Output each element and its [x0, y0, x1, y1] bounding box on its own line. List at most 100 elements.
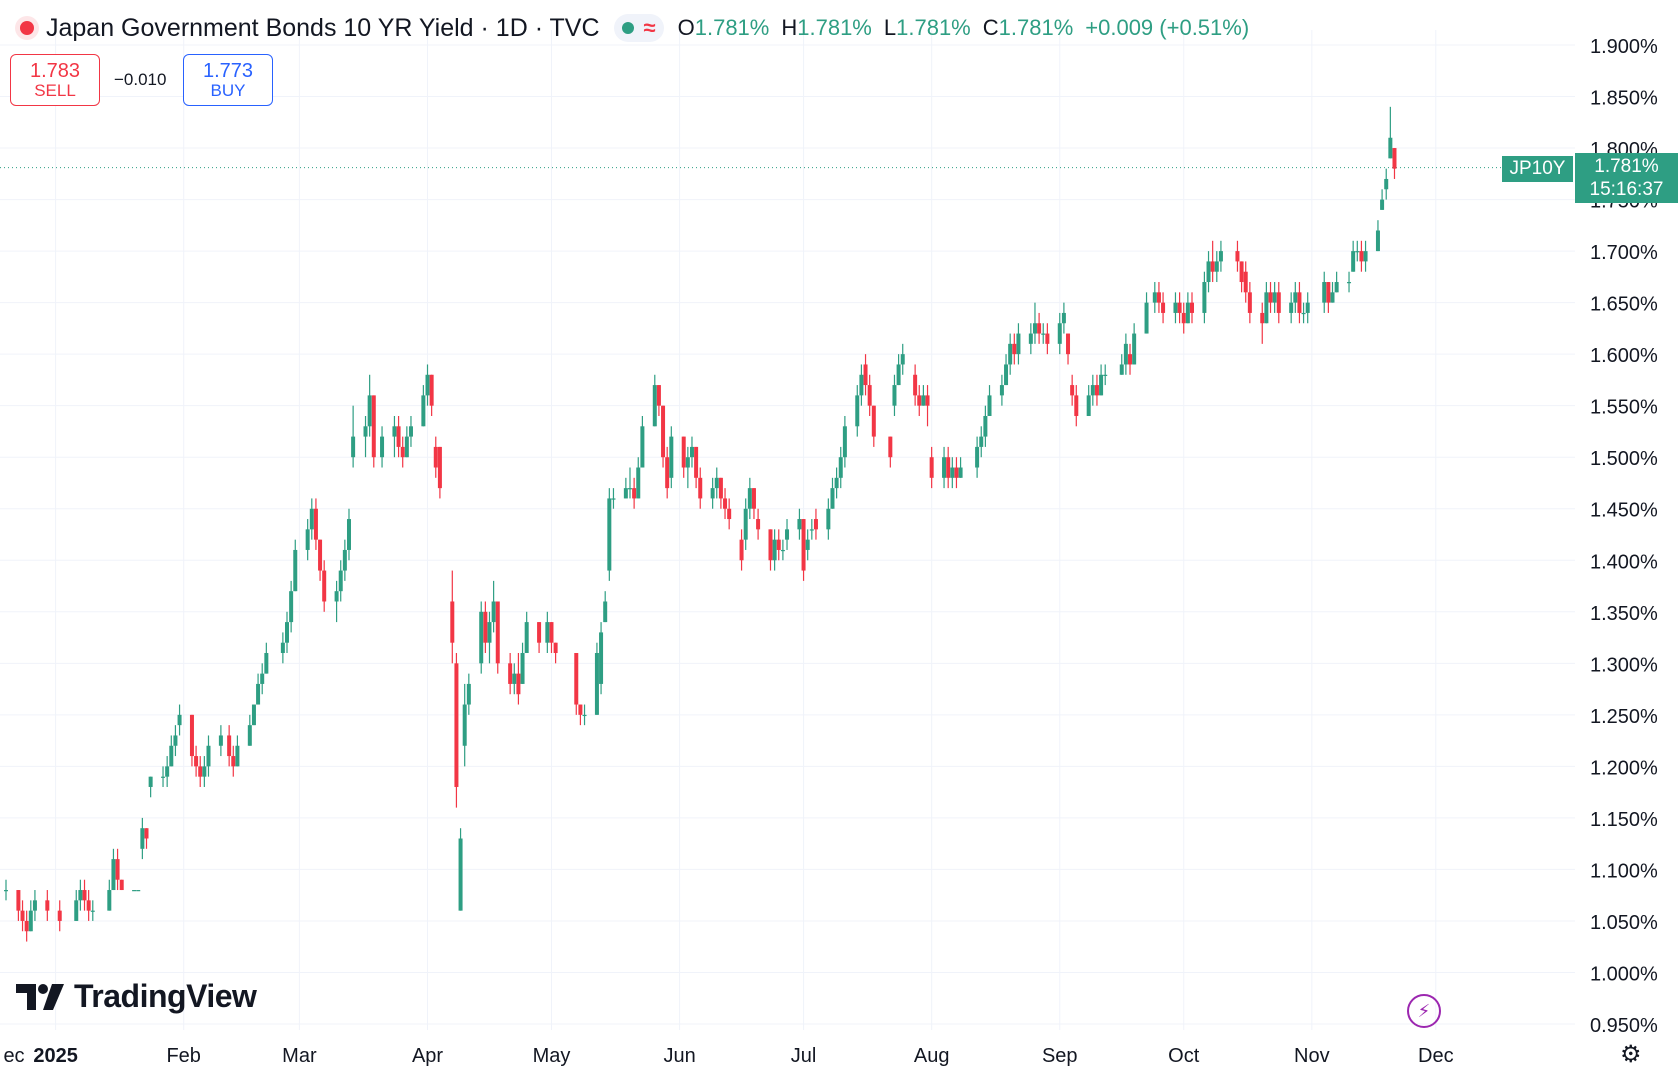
candle	[115, 848, 120, 891]
candle-body	[661, 405, 666, 458]
candle-body	[1037, 323, 1042, 334]
candle-body	[999, 385, 1004, 396]
candle-body	[132, 890, 137, 892]
candle	[1355, 240, 1360, 262]
candle-body	[177, 714, 182, 726]
y-tick-label: 1.700%	[1590, 242, 1658, 264]
candle	[665, 446, 670, 499]
candle-body	[351, 436, 356, 458]
candle-body	[636, 467, 641, 499]
symbol-title[interactable]: Japan Government Bonds 10 YR Yield · 1D …	[46, 13, 600, 42]
candle-body	[1235, 251, 1240, 262]
candle	[1181, 302, 1186, 334]
candle	[921, 385, 926, 406]
candle-body	[751, 488, 756, 509]
candle-body	[1070, 385, 1075, 396]
candle	[1090, 374, 1095, 406]
candle-body	[82, 890, 87, 901]
candle	[1032, 302, 1037, 344]
y-tick-label: 1.900%	[1590, 36, 1658, 58]
candle	[202, 756, 207, 787]
candle	[1351, 240, 1356, 272]
candle	[751, 488, 756, 520]
candle	[1016, 323, 1021, 365]
candle-body	[206, 745, 211, 767]
candle	[640, 415, 645, 468]
last-price-tag: 1.781% 15:16:37	[1575, 153, 1678, 203]
candle	[322, 560, 327, 612]
candle	[1161, 292, 1166, 324]
candle	[189, 714, 194, 767]
candle-body	[900, 354, 905, 365]
candle	[805, 529, 810, 561]
price-axis[interactable]: 0.950% 1.000% 1.050% 1.100% 1.150% 1.200% 1.25…	[1590, 36, 1658, 1037]
candle-body	[809, 529, 814, 531]
y-tick-label: 1.450%	[1590, 500, 1658, 522]
candle	[867, 374, 872, 416]
candle	[1293, 282, 1298, 313]
candle	[144, 828, 149, 849]
candle-body	[578, 704, 583, 715]
candle-body	[652, 385, 657, 427]
candle	[421, 385, 426, 427]
candle-body	[801, 519, 806, 571]
tradingview-logo[interactable]: TradingView	[16, 978, 257, 1015]
candle	[545, 611, 550, 654]
y-tick-label: 1.000%	[1590, 963, 1658, 985]
candle	[578, 704, 583, 726]
buy-button[interactable]: 1.773 BUY	[183, 54, 273, 106]
ohlc-change: +0.009 (+0.51%)	[1085, 15, 1250, 40]
candle-body	[367, 395, 372, 427]
candle-body	[1066, 333, 1071, 355]
candle	[1218, 240, 1223, 272]
candle	[107, 879, 112, 911]
candle	[1272, 282, 1277, 313]
candle-body	[74, 900, 79, 921]
candle-body	[772, 539, 777, 561]
lightning-icon[interactable]: ⚡	[1407, 994, 1441, 1028]
candle-body	[785, 529, 790, 540]
time-axis[interactable]: ec 2025 Feb Mar Apr May Jun Jul Aug Sep Oct Nov Dec	[3, 1045, 1453, 1067]
candle	[289, 580, 294, 633]
candle	[838, 446, 843, 489]
candle	[1247, 282, 1252, 324]
candle	[925, 385, 930, 427]
candle	[516, 653, 521, 705]
candle	[1128, 343, 1133, 375]
candle	[1066, 333, 1071, 365]
candle	[305, 519, 310, 561]
candle-body	[508, 663, 513, 684]
y-tick-label: 1.550%	[1590, 397, 1658, 419]
candle	[318, 539, 323, 581]
candle	[227, 725, 232, 767]
candle	[450, 570, 455, 664]
candle-body	[429, 374, 434, 406]
candle-body	[1388, 137, 1393, 159]
candle	[813, 508, 818, 540]
candle	[1057, 312, 1062, 355]
candle-body	[1375, 230, 1380, 252]
candle	[408, 415, 413, 447]
candle	[429, 374, 434, 416]
candle-body	[594, 653, 599, 715]
candle	[723, 488, 728, 520]
candle	[958, 457, 963, 478]
candle-body	[251, 704, 256, 726]
candle-body	[231, 756, 236, 767]
x-tick-label: Apr	[412, 1045, 443, 1067]
candle-body	[425, 374, 430, 396]
candle-body	[942, 457, 947, 478]
candle-body	[574, 653, 579, 705]
candle	[1037, 312, 1042, 344]
candle	[1239, 261, 1244, 293]
sell-button[interactable]: 1.783 SELL	[10, 54, 100, 106]
candle	[454, 653, 459, 808]
candle	[801, 519, 806, 581]
candle	[1210, 240, 1215, 283]
data-status-pill[interactable]: ≈	[613, 14, 664, 42]
settings-gear-icon[interactable]: ⚙	[1620, 1041, 1642, 1068]
candle	[599, 622, 604, 695]
candle	[1380, 189, 1385, 210]
x-tick-label: Dec	[1418, 1045, 1454, 1067]
